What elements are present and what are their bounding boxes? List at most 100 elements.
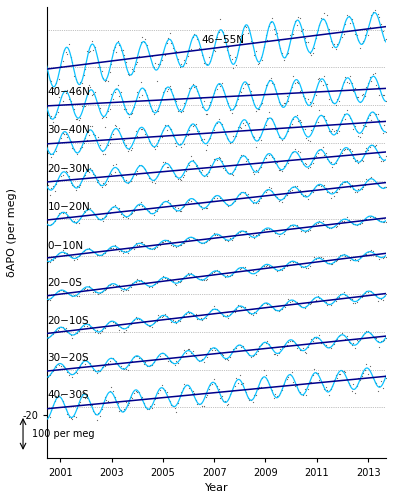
Point (165, 196, 171, 204)
Point (193, 272, 199, 280)
Point (53, 214, 59, 222)
Point (108, 384, 114, 392)
Point (92, 172, 98, 179)
Point (224, 97, 230, 105)
Point (225, 314, 231, 322)
Point (383, 253, 389, 261)
Point (94, 369, 100, 377)
Point (253, 350, 259, 358)
Point (248, 194, 254, 202)
Point (63, 166, 69, 174)
Point (370, 141, 376, 149)
Point (336, 127, 342, 135)
Point (119, 214, 126, 222)
Point (87, 164, 94, 172)
Point (51, 146, 58, 154)
Point (370, 248, 376, 256)
Text: 30−40N: 30−40N (48, 126, 90, 136)
Point (100, 324, 107, 332)
Point (268, 18, 274, 25)
Point (297, 388, 303, 396)
Point (151, 319, 157, 327)
Point (321, 220, 327, 228)
Point (275, 166, 282, 173)
Point (285, 186, 292, 194)
Point (266, 262, 272, 270)
Point (254, 105, 261, 113)
Point (89, 166, 95, 173)
Point (294, 150, 300, 158)
Point (64, 250, 71, 258)
Point (320, 15, 326, 23)
Point (367, 246, 373, 254)
Point (189, 80, 196, 88)
Point (185, 52, 191, 60)
Point (81, 206, 87, 214)
Point (331, 222, 337, 230)
Point (90, 90, 97, 98)
Point (51, 218, 58, 226)
Point (202, 146, 209, 154)
Point (84, 90, 90, 98)
Point (59, 362, 66, 370)
Point (269, 386, 275, 394)
Point (339, 148, 345, 156)
Point (360, 90, 366, 98)
Point (45, 258, 51, 266)
Point (362, 92, 368, 100)
Point (214, 85, 220, 93)
Point (191, 82, 197, 90)
Point (40, 138, 46, 146)
Point (300, 125, 306, 133)
Point (371, 212, 378, 220)
Point (66, 290, 72, 298)
Point (45, 111, 51, 119)
Point (350, 339, 356, 347)
Point (125, 108, 131, 116)
Point (295, 342, 301, 350)
Point (237, 302, 243, 310)
Point (95, 290, 101, 298)
Point (313, 255, 319, 263)
Point (323, 150, 329, 158)
Point (129, 244, 136, 252)
Point (204, 110, 210, 118)
Point (274, 193, 280, 201)
Point (196, 238, 202, 246)
Point (271, 120, 277, 128)
Point (86, 320, 92, 328)
Point (378, 124, 384, 132)
Point (219, 27, 225, 35)
Point (232, 232, 238, 239)
Point (215, 348, 222, 356)
Point (172, 404, 178, 412)
Point (264, 186, 270, 194)
Point (37, 367, 43, 375)
Point (176, 62, 183, 70)
Point (163, 196, 170, 204)
Point (357, 156, 363, 164)
Point (145, 405, 152, 413)
Point (170, 402, 176, 409)
Point (113, 319, 119, 327)
Point (363, 286, 369, 294)
Point (251, 132, 257, 140)
Point (263, 188, 269, 196)
Point (108, 206, 114, 214)
Point (167, 396, 173, 404)
Point (370, 175, 376, 183)
Point (388, 176, 393, 184)
Point (389, 248, 393, 256)
Point (378, 216, 384, 224)
Point (300, 92, 306, 100)
Point (263, 262, 269, 270)
Point (186, 196, 193, 204)
Point (126, 146, 132, 154)
Point (256, 164, 263, 172)
Point (212, 266, 219, 274)
Point (185, 269, 191, 277)
Point (201, 58, 207, 66)
Point (81, 356, 87, 364)
Point (189, 196, 196, 203)
Point (188, 84, 194, 92)
